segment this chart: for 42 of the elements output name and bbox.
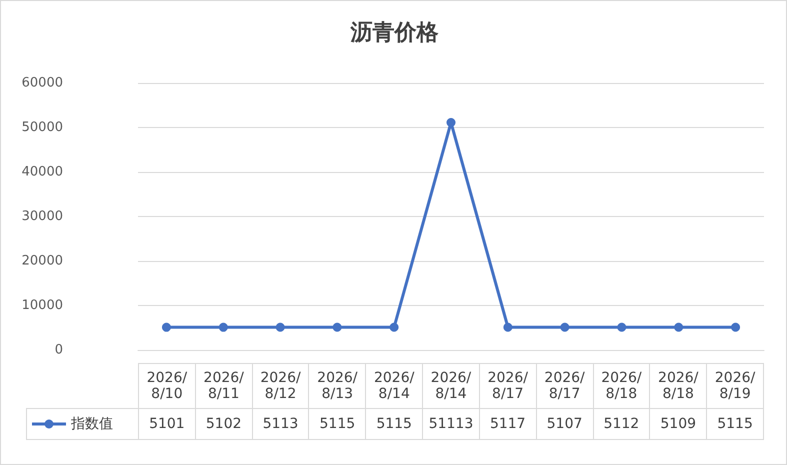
chart-title: 沥青价格 [350,20,440,46]
data-label: 51113 [422,408,480,440]
data-label: 5115 [366,408,423,440]
y-tick-label: 40000 [22,164,63,180]
x-tick-label: 2026/8/12 [252,364,309,408]
data-label: 5115 [706,408,764,440]
point [503,322,512,332]
y-tick-label: 20000 [22,254,63,268]
data-label: 5102 [195,408,252,440]
data-label: 5117 [479,408,536,440]
x-tick-label: 2026/8/17 [536,364,593,408]
data-label: 5101 [138,408,196,440]
x-tick-label: 2026/8/14 [366,364,423,408]
point [674,322,684,332]
point [390,322,399,332]
x-tick-label: 2026/8/18 [593,364,650,408]
y-tick-label: 10000 [22,298,63,313]
point [162,322,171,332]
x-tick-label: 2026/8/18 [650,364,707,408]
data-label: 5107 [536,408,593,440]
point [332,322,342,332]
x-tick-label: 2026/8/14 [422,364,480,408]
x-tick-label: 2026/8/10 [138,364,196,408]
legend-label: 指数值 [26,408,138,440]
y-tick-label: 50000 [22,120,63,135]
x-tick-label: 2026/8/11 [195,364,252,408]
point [731,322,740,332]
x-tick-label: 2026/8/13 [308,364,366,408]
y-tick-label: 60000 [22,76,63,90]
data-label: 5113 [252,408,309,440]
point [276,322,285,332]
y-tick-label: 0 [54,342,63,358]
data-label: 5109 [650,408,707,440]
data-label: 5112 [593,408,650,440]
x-tick-label: 2026/8/17 [479,364,536,408]
point [617,322,626,332]
x-tick-label: 2026/8/19 [706,364,764,408]
point [560,322,570,332]
point [218,322,228,332]
point [446,118,456,128]
y-tick-label: 30000 [22,209,63,224]
data-label: 5115 [308,408,366,440]
